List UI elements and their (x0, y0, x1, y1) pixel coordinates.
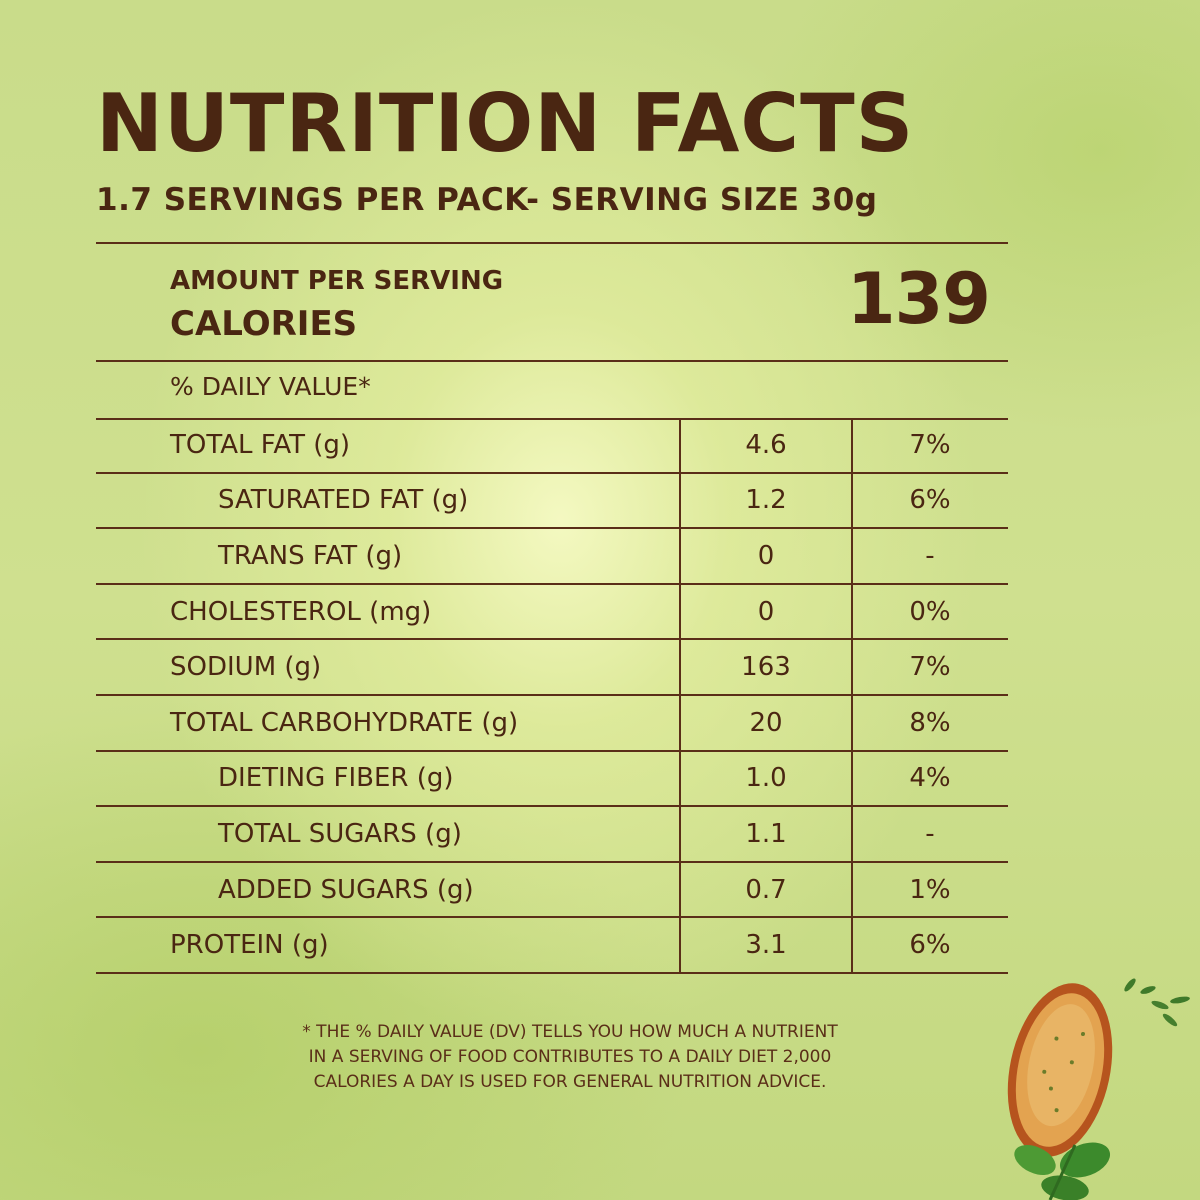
nutrient-daily-value: 7% (909, 429, 951, 460)
amount-per-serving-label: AMOUNT PER SERVING (170, 266, 504, 296)
nutrient-name: CHOLESTEROL (mg) (170, 596, 432, 627)
nutrient-amount: 1.2 (745, 485, 787, 516)
table-row: ADDED SUGARS (g) 0.7 1% (96, 863, 1008, 919)
serving-info: 1.7 SERVINGS PER PACK- SERVING SIZE 30g (96, 182, 878, 218)
nutrient-name: TOTAL FAT (g) (170, 429, 351, 460)
nutrient-amount: 163 (741, 652, 791, 683)
calories-label: CALORIES (170, 304, 358, 344)
nutrient-name: SATURATED FAT (g) (218, 485, 469, 516)
footnote-line: CALORIES A DAY IS USED FOR GENERAL NUTRI… (313, 1072, 827, 1092)
daily-value-header: % DAILY VALUE* (170, 372, 371, 401)
header-divider (96, 242, 1008, 244)
calories-value: 139 (846, 258, 991, 340)
nutrient-daily-value: 8% (909, 707, 951, 738)
nutrient-amount: 1.1 (745, 818, 787, 849)
nutrient-daily-value: 4% (909, 763, 951, 794)
nutrient-daily-value: 0% (909, 596, 951, 627)
nutrient-daily-value: 6% (909, 930, 951, 961)
table-row: TOTAL SUGARS (g) 1.1 - (96, 807, 1008, 863)
table-row: CHOLESTEROL (mg) 0 0% (96, 585, 1008, 641)
table-row: TOTAL CARBOHYDRATE (g) 20 8% (96, 696, 1008, 752)
nutrient-daily-value: 7% (909, 652, 951, 683)
calories-divider (96, 360, 1008, 362)
column-divider (851, 418, 853, 974)
footnote-line: IN A SERVING OF FOOD CONTRIBUTES TO A DA… (308, 1047, 832, 1067)
nutrient-daily-value: 6% (909, 485, 951, 516)
nutrient-amount: 20 (749, 707, 783, 738)
nutrient-daily-value: - (925, 818, 935, 849)
nutrient-name: PROTEIN (g) (170, 930, 329, 961)
table-row: TOTAL FAT (g) 4.6 7% (96, 418, 1008, 474)
nutrient-amount: 3.1 (745, 930, 787, 961)
nutrient-amount: 1.0 (745, 763, 787, 794)
toasted-bread-with-basil-icon (1007, 978, 1190, 1200)
nutrient-amount: 0.7 (745, 874, 787, 905)
nutrient-name: ADDED SUGARS (g) (218, 874, 474, 905)
column-divider (679, 418, 681, 974)
nutrient-amount: 0 (757, 596, 775, 627)
table-row: TRANS FAT (g) 0 - (96, 529, 1008, 585)
nutrient-daily-value: 1% (909, 874, 951, 905)
nutrient-name: TOTAL CARBOHYDRATE (g) (170, 707, 519, 738)
nutrient-amount: 4.6 (745, 429, 787, 460)
footnote-line: * THE % DAILY VALUE (DV) TELLS YOU HOW M… (302, 1022, 838, 1042)
nutrient-name: SODIUM (g) (170, 652, 322, 683)
table-row: SATURATED FAT (g) 1.2 6% (96, 474, 1008, 530)
table-top-divider (96, 418, 1008, 420)
table-row: DIETING FIBER (g) 1.0 4% (96, 752, 1008, 808)
nutrient-amount: 0 (757, 540, 775, 571)
table-row: SODIUM (g) 163 7% (96, 640, 1008, 696)
nutrient-name: DIETING FIBER (g) (218, 763, 454, 794)
table-row: PROTEIN (g) 3.1 6% (96, 918, 1008, 974)
nutrition-table: TOTAL FAT (g) 4.6 7% SATURATED FAT (g) 1… (96, 418, 1008, 974)
nutrient-name: TOTAL SUGARS (g) (218, 818, 462, 849)
footnote: * THE % DAILY VALUE (DV) TELLS YOU HOW M… (240, 1020, 900, 1095)
page-title: NUTRITION FACTS (96, 77, 915, 170)
nutrient-name: TRANS FAT (g) (218, 540, 403, 571)
nutrient-daily-value: - (925, 540, 935, 571)
